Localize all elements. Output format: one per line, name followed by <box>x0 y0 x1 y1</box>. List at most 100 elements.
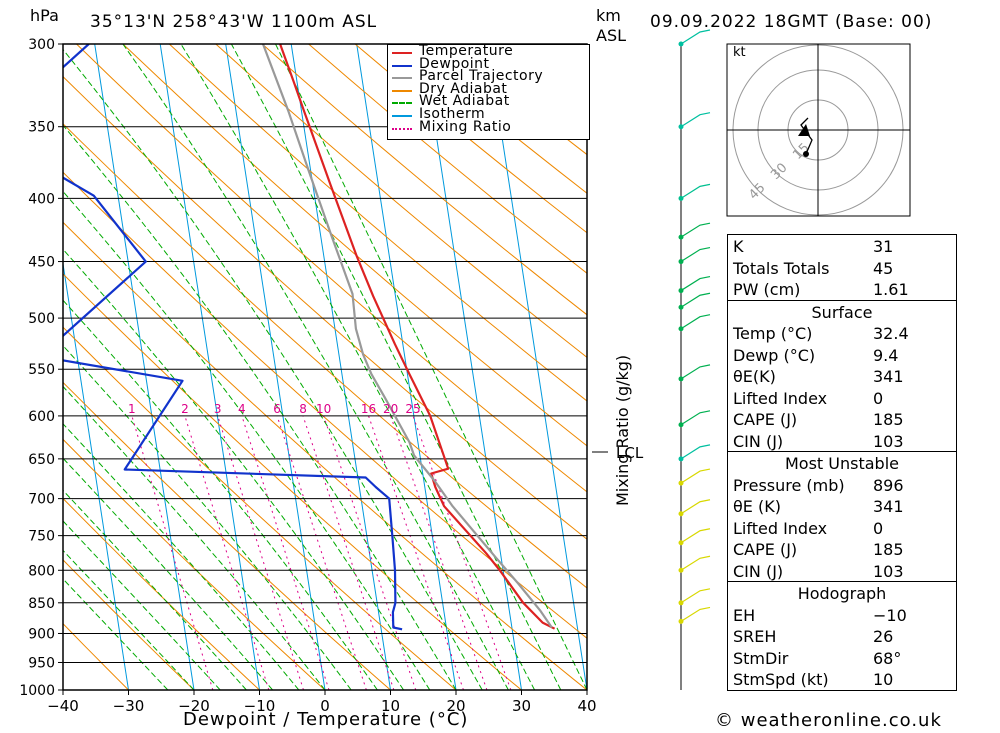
dry-adiabat-line <box>63 273 522 690</box>
index-label: EH <box>733 605 756 625</box>
legend-swatch <box>392 115 412 117</box>
wind-barb <box>680 183 711 199</box>
legend-item: Isotherm <box>388 106 588 122</box>
wind-barb <box>680 468 711 484</box>
temperature-series <box>279 44 556 630</box>
legend-item: Mixing Ratio <box>388 119 588 135</box>
legend-label: Parcel Trajectory <box>419 68 544 85</box>
index-row: K 31 <box>728 235 956 257</box>
wet-adiabat-line <box>63 385 326 690</box>
pressure-unit: hPa <box>30 6 59 25</box>
dry-adiabat-line <box>122 44 587 447</box>
index-label: Lifted Index <box>733 388 828 408</box>
wind-barb <box>680 112 711 128</box>
legend-label: Wet Adiabat <box>419 93 510 110</box>
wet-adiabat-line <box>63 190 431 690</box>
wind-barb <box>680 606 711 622</box>
dry-adiabat-line <box>63 326 457 690</box>
index-row: CAPE (J) 185 <box>728 408 956 430</box>
index-row: CIN (J) 103 <box>728 560 956 582</box>
isotherm-line <box>63 260 129 690</box>
dry-adiabat-line <box>63 381 391 690</box>
dry-adiabat-line <box>354 44 587 234</box>
index-row: StmDir 68° <box>728 647 956 669</box>
mixing-ratio-axis-title: Mixing Ratio (g/kg) <box>613 354 632 506</box>
legend-swatch <box>392 64 412 67</box>
hodograph-header: Hodograph <box>797 584 887 603</box>
wet-adiabat-line <box>180 44 536 690</box>
index-label: StmSpd (kt) <box>733 670 829 689</box>
hodograph-point <box>803 151 809 157</box>
index-row: StmSpd (kt) 10 <box>728 668 956 690</box>
hodograph-unit: kt <box>733 45 746 60</box>
temperature-tick-label: 40 <box>577 697 596 715</box>
mixing-ratio-label: 1 <box>128 402 136 416</box>
index-row: PW (cm) 1.61 <box>728 278 956 300</box>
mixing-ratio-label: 6 <box>273 402 281 416</box>
legend-swatch <box>392 77 412 80</box>
index-row: SREH 26 <box>728 625 956 647</box>
temperature-tick-label: −10 <box>244 697 276 715</box>
wind-barb <box>680 499 711 515</box>
index-label: CIN (J) <box>733 561 784 581</box>
index-value: 9.4 <box>873 345 899 365</box>
index-row: Dewp (°C) 9.4 <box>728 344 956 366</box>
pressure-tick-label: 600 <box>28 409 55 425</box>
lcl-label: LCL <box>616 444 644 462</box>
height-unit-km: km <box>596 6 621 25</box>
index-value: 185 <box>873 410 904 429</box>
mixing-ratio-label: 4 <box>238 402 246 416</box>
height-unit-asl: ASL <box>596 26 627 45</box>
wet-adiabat-line <box>63 578 169 690</box>
location-title: 35°13'N 258°43'W 1100m ASL <box>90 12 378 32</box>
mixing-ratio-line <box>184 415 270 690</box>
mixing-ratio-label: 25 <box>405 402 420 416</box>
index-value: 45 <box>873 258 894 278</box>
temperature-tick-label: 0 <box>320 697 330 715</box>
index-label: CAPE (J) <box>733 410 798 429</box>
index-value: −10 <box>873 605 907 625</box>
wind-barbs-column <box>678 29 711 690</box>
index-row: CIN (J) 103 <box>728 430 956 452</box>
index-label: K <box>733 237 744 256</box>
indices-table: K 31 Totals Totals 45 PW (cm) 1.61 Surface Tem… <box>727 234 957 691</box>
index-label: Pressure (mb) <box>733 475 845 495</box>
wind-barb <box>680 292 711 308</box>
index-value: 896 <box>873 475 904 495</box>
mixing-ratio-label: 16 <box>361 402 376 416</box>
index-value: 341 <box>873 497 904 516</box>
index-row: Totals Totals 45 <box>728 257 956 279</box>
wind-barb <box>680 364 711 380</box>
temperature-axis: −40 −30 −20 −10 0 10 20 30 40 <box>47 690 597 715</box>
dry-adiabat-line <box>168 44 587 402</box>
legend-swatch <box>392 127 412 130</box>
datetime: 09.09.2022 18GMT (Base: 00) <box>650 12 933 32</box>
index-value: 32.4 <box>873 324 909 343</box>
mixing-ratio-label: 20 <box>383 402 398 416</box>
wet-adiabat-line <box>230 44 562 690</box>
index-row: Temp (°C) 32.4 <box>728 322 956 344</box>
legend-item: Temperature <box>388 43 588 59</box>
mixing-ratio-line <box>302 415 395 690</box>
index-value: 10 <box>873 670 894 689</box>
isotherm-line <box>487 44 587 690</box>
mixing-ratio-lines <box>131 415 512 690</box>
legend-swatch <box>392 52 412 54</box>
legend-label: Temperature <box>419 43 514 59</box>
legend: Temperature Dewpoint Parcel Trajectory Dry … <box>387 43 590 140</box>
isotherm-line <box>421 44 522 690</box>
pressure-tick-label: 500 <box>28 311 55 327</box>
dry-adiabat-line <box>261 44 587 316</box>
index-label: θE(K) <box>733 367 776 386</box>
pressure-tick-label: 350 <box>28 120 55 136</box>
mixing-ratio-line <box>368 415 464 690</box>
dry-adiabat-line <box>308 44 587 274</box>
mixing-ratio-line <box>276 415 367 690</box>
parcel-trajectory-series <box>261 44 553 629</box>
pressure-tick-label: 800 <box>28 563 55 579</box>
wind-barb <box>680 275 711 292</box>
legend-label: Dry Adiabat <box>419 80 508 97</box>
wet-adiabat-line <box>63 520 221 690</box>
mixing-ratio-line <box>323 415 417 690</box>
